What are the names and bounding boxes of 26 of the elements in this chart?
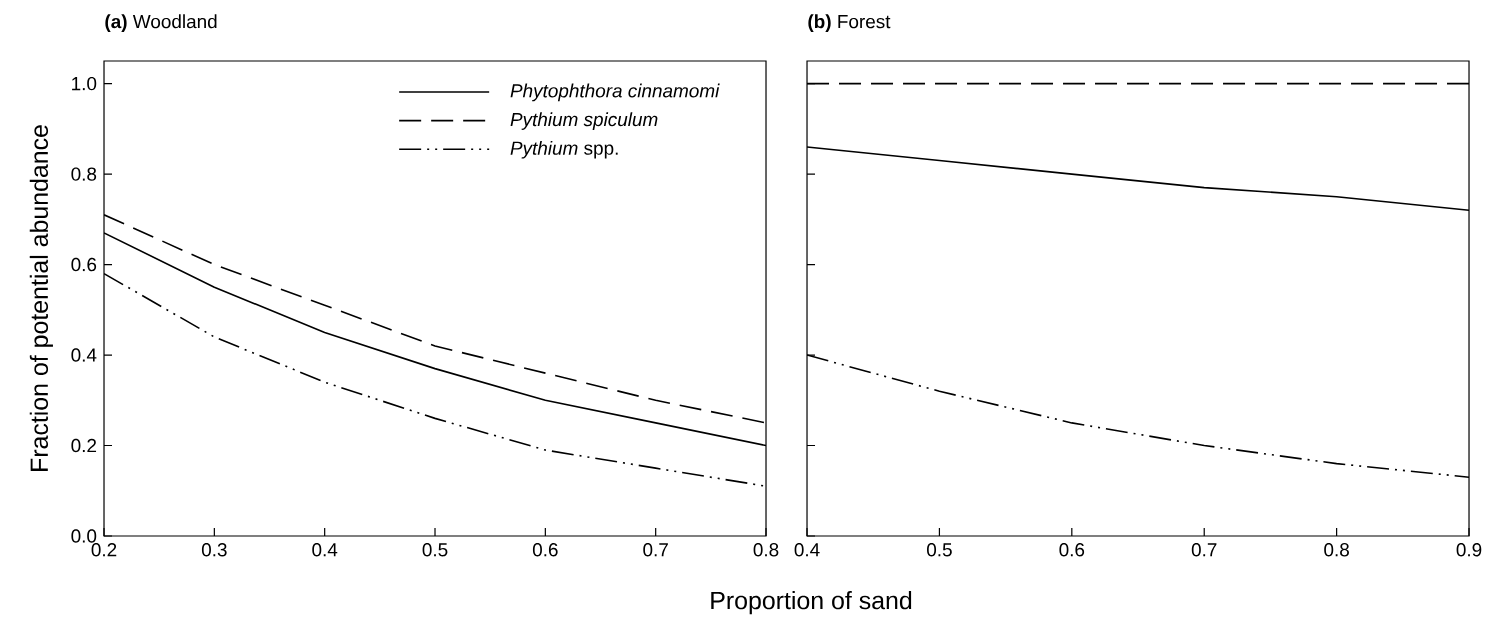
x-tick-label: 0.7 <box>1191 543 1217 557</box>
x-tick-label: 0.6 <box>1059 543 1085 557</box>
chart-title: (a) Woodland <box>105 14 217 33</box>
x-tick-label: 0.4 <box>312 543 338 557</box>
x-tick-label: 0.6 <box>532 543 558 557</box>
y-tick-label: 0.2 <box>71 438 97 453</box>
x-tick-label: 0.7 <box>643 543 668 557</box>
y-tick-label: 0.8 <box>71 167 97 181</box>
chart-title: (b) Forest <box>808 14 891 33</box>
x-tick-label: 0.8 <box>1324 543 1349 557</box>
y-tick-label: 0.4 <box>71 348 97 362</box>
legend-label: Pythium spiculum <box>510 112 658 130</box>
legend-label: Phytophthora cinnamomi <box>510 83 720 102</box>
x-axis-title: Proportion of sand <box>711 591 912 615</box>
y-axis-title: Fraction of potential abundance <box>29 125 53 471</box>
x-tick-label: 0.4 <box>794 543 820 557</box>
x-tick-label: 0.5 <box>927 543 952 557</box>
legend-label: Pythium spp. <box>510 140 618 159</box>
y-tick-label: 0.6 <box>71 257 97 272</box>
x-tick-label: 0.8 <box>753 543 779 557</box>
x-tick-label: 0.5 <box>422 543 448 557</box>
x-tick-label: 0.9 <box>1456 543 1482 557</box>
x-tick-label: 0.2 <box>91 543 117 557</box>
y-tick-label: 1.0 <box>72 76 97 91</box>
x-tick-label: 0.3 <box>201 543 227 557</box>
y-tick-label: 0.0 <box>71 529 97 543</box>
